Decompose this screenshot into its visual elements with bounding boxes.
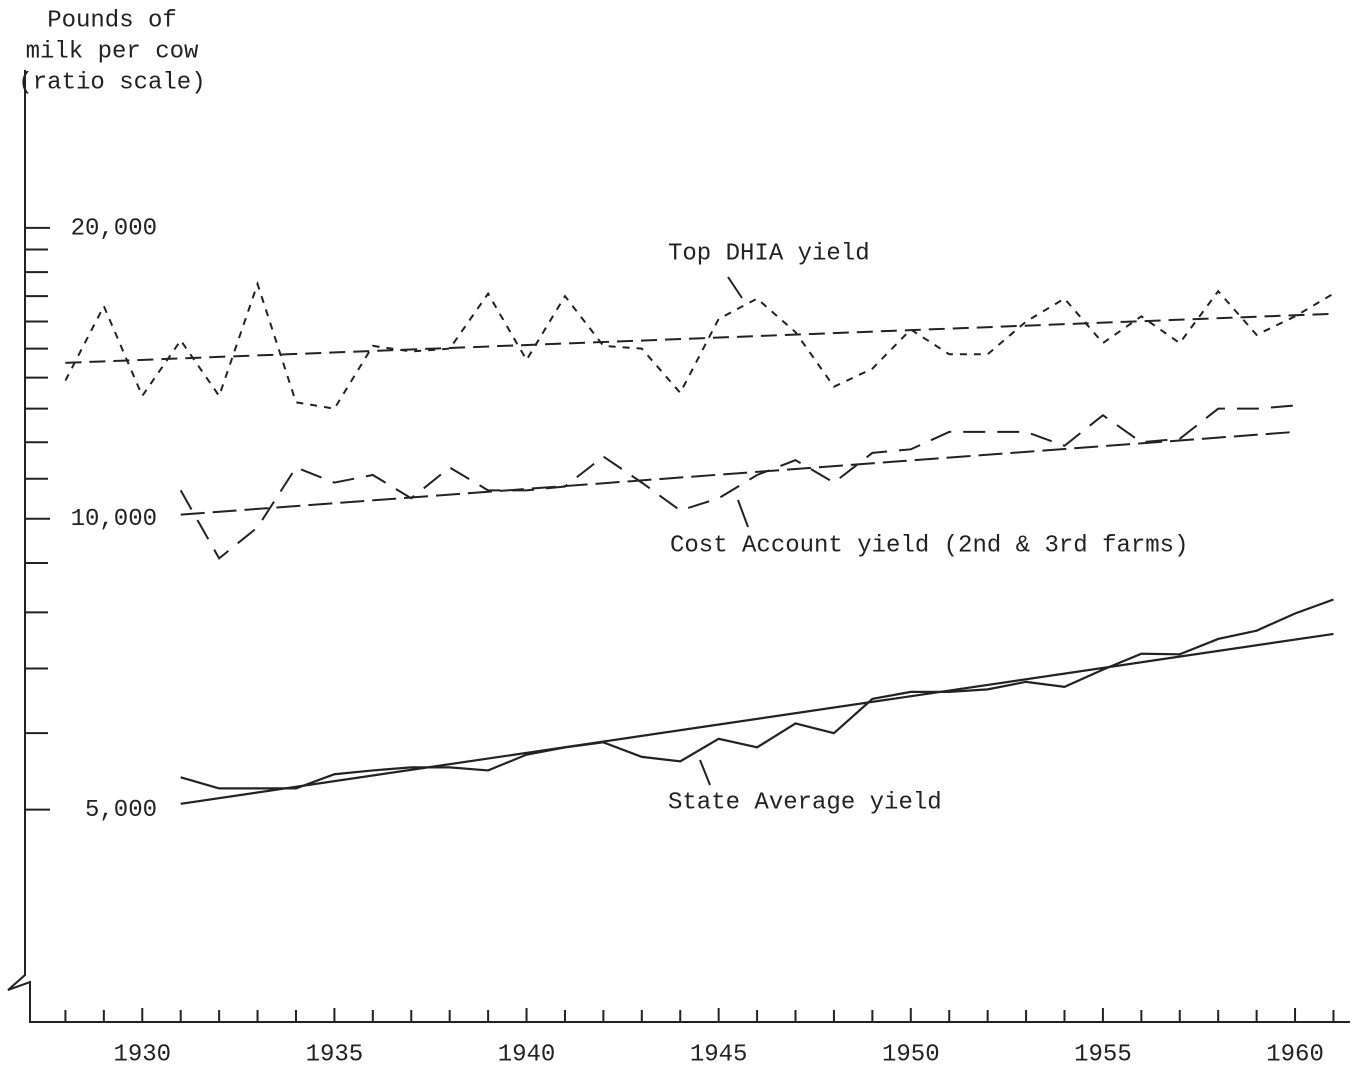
x-tick-label: 1935 (306, 1041, 364, 1068)
annotation-pointer (727, 276, 743, 299)
y-axis-label: milk per cow (26, 38, 199, 65)
series-label: Top DHIA yield (668, 240, 870, 267)
y-axis-label: (ratio scale) (18, 69, 205, 96)
x-tick-label: 1955 (1074, 1041, 1132, 1068)
series-line (64, 280, 1334, 410)
annotation-pointer (699, 759, 711, 786)
series-line (180, 598, 1334, 790)
y-axis (7, 70, 1350, 1023)
y-tick-label: 5,000 (85, 797, 157, 824)
x-tick-label: 1930 (113, 1041, 171, 1068)
x-tick-label: 1950 (882, 1041, 940, 1068)
series-line (180, 632, 1334, 805)
series-label: State Average yield (668, 789, 942, 816)
y-tick-label: 10,000 (71, 506, 157, 533)
series-line (180, 430, 1296, 516)
y-axis-label: Pounds of (47, 7, 177, 34)
annotation-pointer (737, 499, 749, 528)
y-tick-label: 20,000 (71, 215, 157, 242)
series-line (179, 404, 1296, 560)
series-line (65, 312, 1334, 364)
x-tick-label: 1960 (1266, 1041, 1324, 1068)
series-label: Cost Account yield (2nd & 3rd farms) (670, 532, 1188, 559)
x-tick-label: 1945 (690, 1041, 748, 1068)
x-tick-label: 1940 (498, 1041, 556, 1068)
